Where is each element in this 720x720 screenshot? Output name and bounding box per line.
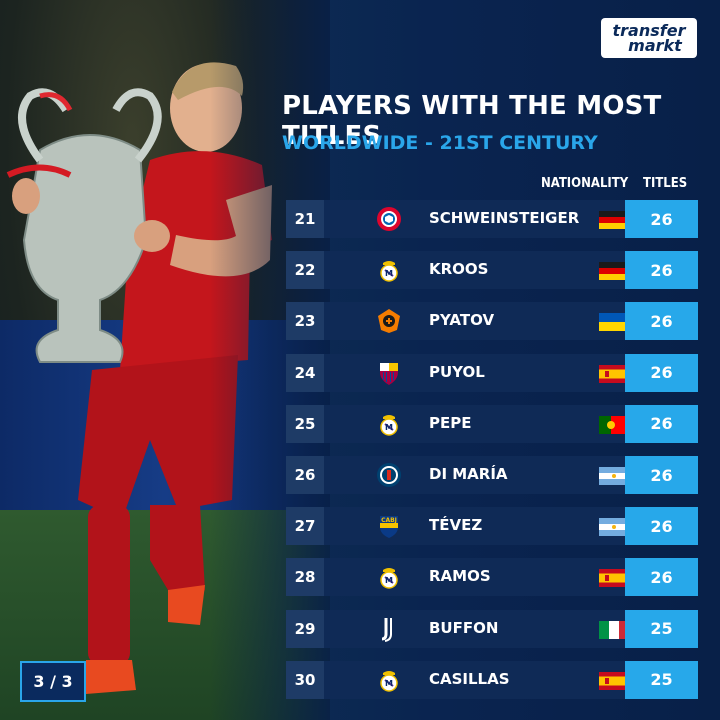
table-row: 24 PUYOL 26 bbox=[286, 353, 698, 392]
logo-line-2: markt bbox=[628, 36, 682, 55]
table-row: 23 PYATOV 26 bbox=[286, 302, 698, 341]
row-body: BUFFON bbox=[324, 609, 629, 648]
table-row: 29 BUFFON 25 bbox=[286, 609, 698, 648]
transfermarkt-logo: transfer markt bbox=[601, 18, 697, 58]
logo-line-1: transfer bbox=[612, 21, 686, 40]
bayern-crest-icon bbox=[376, 206, 402, 232]
barcelona-crest-icon bbox=[376, 360, 402, 386]
table-row: 25 M PEPE 26 bbox=[286, 404, 698, 443]
juventus-crest-icon bbox=[376, 616, 402, 642]
titles-count: 26 bbox=[625, 456, 698, 494]
page-indicator: 3 / 3 bbox=[20, 661, 86, 702]
player-name: PUYOL bbox=[429, 362, 485, 381]
svg-text:M: M bbox=[385, 679, 393, 688]
rank-number: 30 bbox=[286, 660, 324, 699]
real-madrid-crest-icon: M bbox=[376, 564, 402, 590]
titles-count: 25 bbox=[625, 660, 698, 699]
spain-flag-icon bbox=[599, 671, 629, 690]
titles-count: 26 bbox=[625, 353, 698, 392]
real-madrid-crest-icon: M bbox=[376, 411, 402, 437]
svg-text:CABJ: CABJ bbox=[381, 517, 397, 524]
svg-text:M: M bbox=[385, 423, 393, 432]
argentina-flag-icon bbox=[599, 518, 629, 537]
titles-count: 26 bbox=[625, 404, 698, 443]
player-name: PEPE bbox=[429, 413, 472, 432]
portugal-flag-icon bbox=[599, 415, 629, 434]
real-madrid-crest-icon: M bbox=[376, 667, 402, 693]
svg-text:M: M bbox=[385, 269, 393, 278]
rank-number: 26 bbox=[286, 456, 324, 494]
rank-number: 24 bbox=[286, 353, 324, 392]
titles-count: 26 bbox=[625, 558, 698, 597]
row-body: M RAMOS bbox=[324, 558, 629, 597]
row-body: CABJ TÉVEZ bbox=[324, 507, 629, 546]
row-body: PYATOV bbox=[324, 302, 629, 341]
player-name: TÉVEZ bbox=[429, 516, 483, 535]
rank-number: 23 bbox=[286, 302, 324, 341]
argentina-flag-icon bbox=[599, 467, 629, 485]
player-name: RAMOS bbox=[429, 567, 491, 586]
row-body: M PEPE bbox=[324, 404, 629, 443]
page-title: PLAYERS WITH THE MOST TITLES bbox=[282, 91, 662, 151]
table-row: 21 SCHWEINSTEIGER 26 bbox=[286, 200, 698, 238]
column-header-titles: TITLES bbox=[643, 176, 688, 191]
germany-flag-icon bbox=[599, 211, 629, 229]
player-name: DI MARÍA bbox=[429, 465, 508, 483]
player-name: CASILLAS bbox=[429, 669, 510, 688]
player-photo bbox=[0, 0, 330, 720]
titles-count: 25 bbox=[625, 609, 698, 648]
player-name: KROOS bbox=[429, 260, 489, 279]
row-body: DI MARÍA bbox=[324, 456, 629, 494]
row-body: SCHWEINSTEIGER bbox=[324, 200, 629, 238]
table-row: 28 M RAMOS 26 bbox=[286, 558, 698, 597]
titles-count: 26 bbox=[625, 251, 698, 290]
italy-flag-icon bbox=[599, 620, 629, 639]
table-row: 26 DI MARÍA 26 bbox=[286, 456, 698, 494]
rank-number: 25 bbox=[286, 404, 324, 443]
titles-count: 26 bbox=[625, 302, 698, 341]
player-name: SCHWEINSTEIGER bbox=[429, 209, 580, 227]
real-madrid-crest-icon: M bbox=[376, 257, 402, 283]
rank-number: 27 bbox=[286, 507, 324, 546]
table-row: 22 M KROOS 26 bbox=[286, 251, 698, 290]
rank-number: 22 bbox=[286, 251, 324, 290]
rank-number: 21 bbox=[286, 200, 324, 238]
spain-flag-icon bbox=[599, 569, 629, 588]
row-body: PUYOL bbox=[324, 353, 629, 392]
table-row: 30 M CASILLAS 25 bbox=[286, 660, 698, 699]
spain-flag-icon bbox=[599, 364, 629, 383]
player-name: PYATOV bbox=[429, 311, 495, 330]
titles-count: 26 bbox=[625, 200, 698, 238]
ukraine-flag-icon bbox=[599, 313, 629, 332]
column-header-nationality: NATIONALITY bbox=[541, 176, 629, 191]
player-name: BUFFON bbox=[429, 618, 499, 637]
rank-number: 29 bbox=[286, 609, 324, 648]
page-subtitle: WORLDWIDE - 21ST CENTURY bbox=[282, 132, 598, 154]
titles-count: 26 bbox=[625, 507, 698, 546]
shakhtar-crest-icon bbox=[376, 308, 402, 334]
psg-crest-icon bbox=[376, 462, 402, 488]
rank-number: 28 bbox=[286, 558, 324, 597]
row-body: M KROOS bbox=[324, 251, 629, 290]
boca-juniors-crest-icon: CABJ bbox=[376, 513, 402, 539]
row-body: M CASILLAS bbox=[324, 660, 629, 699]
svg-text:M: M bbox=[385, 576, 393, 585]
germany-flag-icon bbox=[599, 262, 629, 281]
table-row: 27 CABJ TÉVEZ 26 bbox=[286, 507, 698, 546]
